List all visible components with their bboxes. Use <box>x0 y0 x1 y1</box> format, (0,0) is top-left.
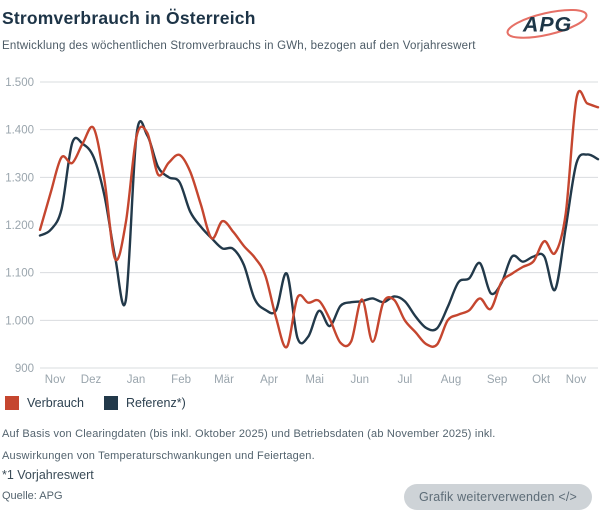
x-axis-labels: Nov Dez Jan Feb Mär Apr Mai Jun Jul Aug Sep Okt Nov <box>45 374 587 386</box>
x-tick-label-mär: Mär <box>214 374 234 386</box>
x-tick-label-mai: Mai <box>305 374 324 386</box>
apg-logo: APG <box>506 8 588 39</box>
verbrauch-line <box>38 89 600 349</box>
legend-label-verbrauch: Verbrauch <box>27 396 84 410</box>
apg-logo-swoosh-icon <box>506 8 588 39</box>
line-chart: 900 1.000 1.100 1.200 1.300 1.400 1.500 Nov Dez J… <box>0 72 600 394</box>
y-tick-label: 1.200 <box>5 220 34 232</box>
y-tick-label: 1.400 <box>5 125 34 137</box>
x-tick-label-nov: Nov <box>45 374 66 386</box>
footnote-asterisk: *1 Vorjahreswert <box>2 468 94 482</box>
x-tick-label-dez: Dez <box>81 374 102 386</box>
page-subtitle: Entwicklung des wöchentlichen Stromverbr… <box>2 40 476 52</box>
referenz-line <box>38 120 600 345</box>
legend-item-referenz: Referenz*) <box>103 396 186 410</box>
apg-logo-text: APG <box>522 13 572 37</box>
y-tick-label: 1.100 <box>5 268 34 280</box>
y-tick-label: 1.300 <box>5 172 34 184</box>
x-tick-label-jun: Jun <box>351 374 370 386</box>
chart-canvas: 900 1.000 1.100 1.200 1.300 1.400 1.500 Nov Dez J… <box>5 77 600 386</box>
y-tick-label: 900 <box>15 363 34 375</box>
x-tick-label-okt: Okt <box>532 374 551 386</box>
y-tick-label: 1.500 <box>5 77 34 89</box>
x-tick-label-sep: Sep <box>487 374 507 386</box>
y-axis-labels: 900 1.000 1.100 1.200 1.300 1.400 1.500 <box>5 77 34 375</box>
x-tick-label-feb: Feb <box>171 374 191 386</box>
footnote-line-2: Auswirkungen von Temperaturschwankungen … <box>2 450 315 462</box>
x-tick-label-nov: Nov <box>566 374 587 386</box>
page-title: Stromverbrauch in Österreich <box>2 8 256 28</box>
legend-label-referenz: Referenz*) <box>125 396 186 410</box>
y-gridlines <box>40 81 598 369</box>
reuse-chart-button[interactable]: Grafik weiterverwenden </> <box>403 484 592 510</box>
x-tick-label-apr: Apr <box>260 374 278 386</box>
x-tick-label-aug: Aug <box>441 374 461 386</box>
y-tick-label: 1.000 <box>5 315 34 327</box>
referenz-swatch-icon <box>103 396 118 410</box>
footnote-line-1: Auf Basis von Clearingdaten (bis inkl. O… <box>2 428 496 440</box>
legend-item-verbrauch: Verbrauch <box>5 396 84 410</box>
source-label: Quelle: APG <box>2 490 63 502</box>
x-tick-label-jan: Jan <box>127 374 146 386</box>
chart-legend: Verbrauch Referenz*) <box>5 396 186 410</box>
x-tick-label-jul: Jul <box>397 374 412 386</box>
verbrauch-swatch-icon <box>5 396 19 410</box>
